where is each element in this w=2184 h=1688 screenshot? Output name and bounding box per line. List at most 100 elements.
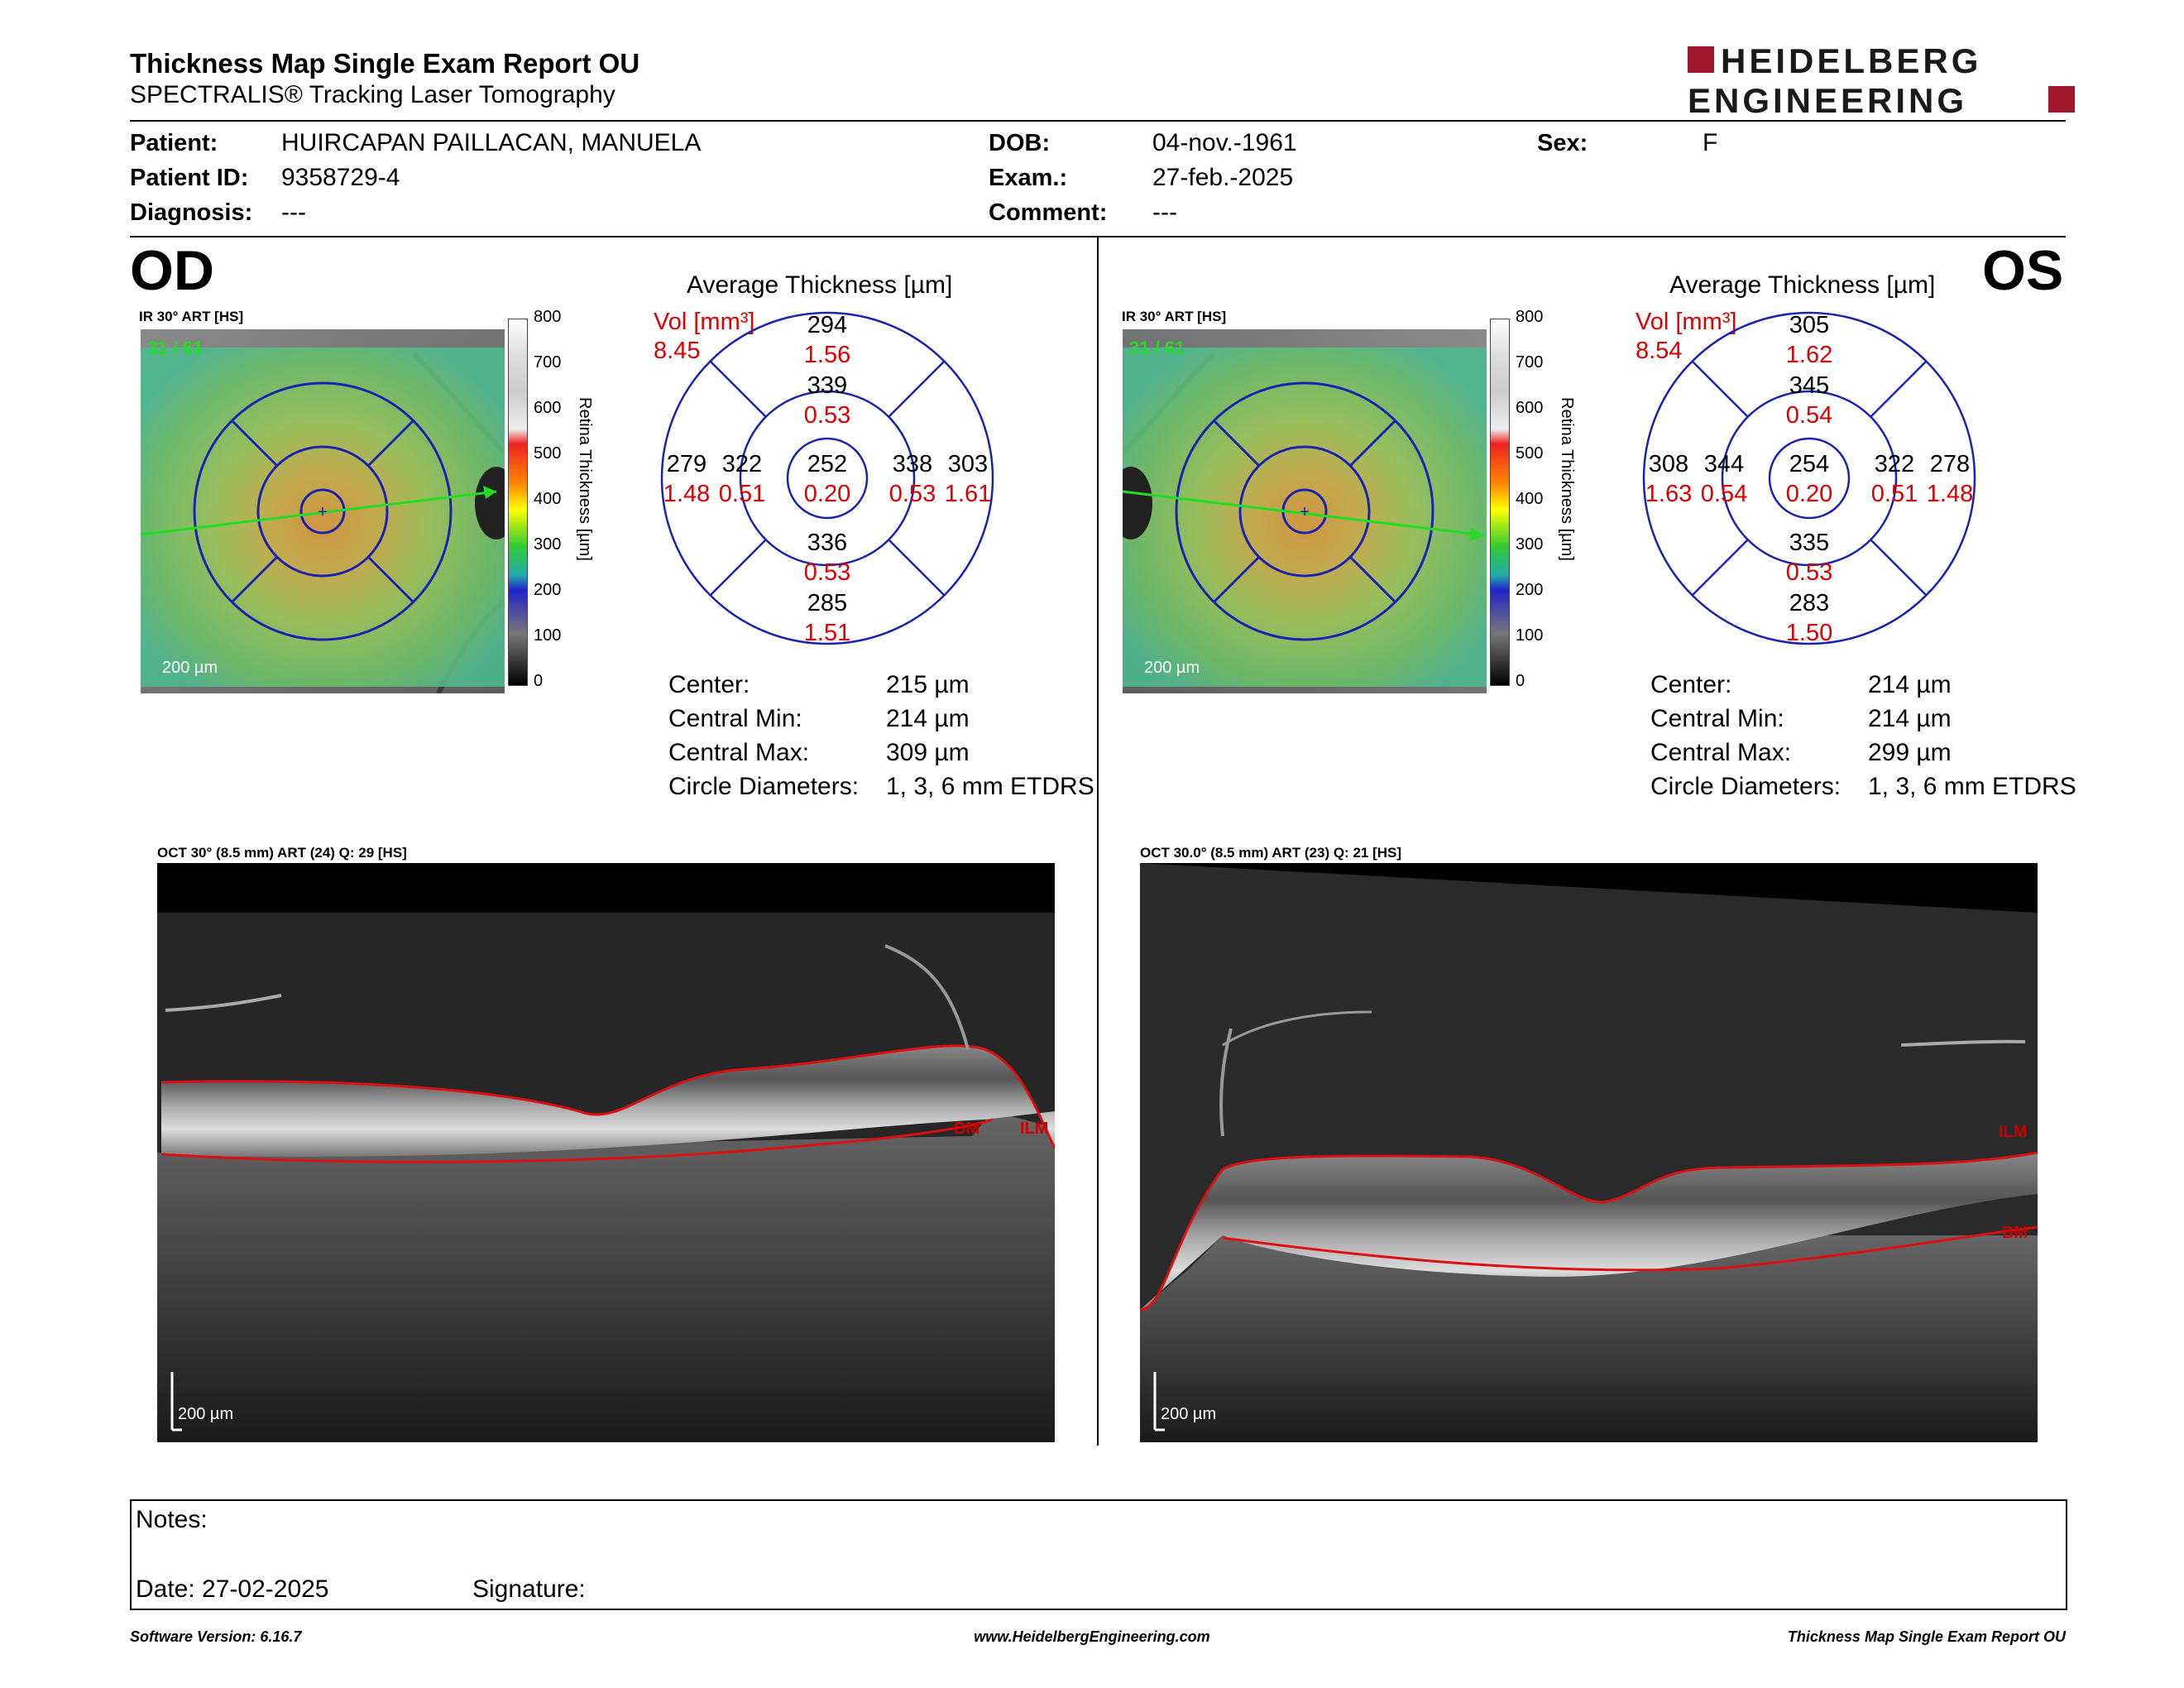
od-inner-sup-volume: 0.53 xyxy=(803,402,851,429)
od-inner-left-volume: 0.51 xyxy=(718,481,766,507)
od-min-value: 214 µm xyxy=(886,705,970,732)
os-min-value: 214 µm xyxy=(1868,705,1952,732)
os-center-volume: 0.20 xyxy=(1785,481,1833,507)
od-outer-left-thickness: 279 xyxy=(666,451,707,477)
os-inner-sup-volume: 0.54 xyxy=(1785,402,1833,429)
notes-label: Notes: xyxy=(136,1506,208,1533)
od-center-value: 215 µm xyxy=(886,671,970,698)
os-inner-inf-volume: 0.53 xyxy=(1785,559,1833,586)
svg-text:+: + xyxy=(1300,503,1310,521)
os-outer-right-thickness: 278 xyxy=(1929,451,1971,477)
svg-text:+: + xyxy=(318,503,328,521)
od-tick: 200 xyxy=(534,581,562,599)
os-outer-left-volume: 1.63 xyxy=(1645,481,1693,507)
os-inner-inf-thickness: 335 xyxy=(1789,530,1830,556)
signature-label: Signature: xyxy=(472,1575,586,1603)
os-min-label: Central Min: xyxy=(1650,705,1784,732)
os-oct-image: ILM BM 200 µm xyxy=(1140,863,2038,1442)
os-inner-right-volume: 0.51 xyxy=(1870,481,1918,507)
os-outer-sup-thickness: 305 xyxy=(1789,312,1830,338)
od-oct-image: BM ILM 200 µm xyxy=(157,863,1055,1442)
exam-label: Exam.: xyxy=(989,165,1068,191)
od-tick: 500 xyxy=(534,444,562,463)
date-label: Date: 27-02-2025 xyxy=(136,1575,329,1603)
od-outer-inf-thickness: 285 xyxy=(807,590,848,616)
od-inner-left-thickness: 322 xyxy=(721,451,763,477)
os-outer-left-thickness: 308 xyxy=(1648,451,1689,477)
os-inner-left-volume: 0.54 xyxy=(1700,481,1748,507)
od-outer-left-volume: 1.48 xyxy=(663,481,711,507)
os-ir-image: + 31 / 61 200 µm xyxy=(1123,329,1487,693)
od-min-label: Central Min: xyxy=(668,705,802,732)
dob-label: DOB: xyxy=(989,130,1051,156)
od-bm-label: BM xyxy=(954,1120,980,1138)
od-ir-label: IR 30° ART [HS] xyxy=(139,309,244,324)
exam-value: 27-feb.-2025 xyxy=(1152,164,1294,191)
od-ilm-label: ILM xyxy=(1020,1120,1049,1138)
os-diam-value: 1, 3, 6 mm ETDRS xyxy=(1868,773,2076,800)
od-tick: 600 xyxy=(534,399,562,417)
od-grid-values: 294 1.56 339 0.53 252 0.20 336 0.53 285 … xyxy=(658,309,997,648)
od-ir-image: + 31 / 61 200 µm xyxy=(141,329,505,693)
od-max-value: 309 µm xyxy=(886,739,970,766)
od-center-thickness: 252 xyxy=(807,451,848,477)
os-ir-scale: 200 µm xyxy=(1144,659,1200,677)
od-tick: 300 xyxy=(534,535,562,554)
diagnosis-value: --- xyxy=(281,199,306,226)
od-diam-value: 1, 3, 6 mm ETDRS xyxy=(886,773,1094,800)
os-avg-title: Average Thickness [µm] xyxy=(1669,271,1936,299)
od-oct-scale: 200 µm xyxy=(178,1405,234,1423)
heidelberg-logo: HEIDELBERG ENGINEERING xyxy=(1688,43,2075,117)
os-grid-values: 305 1.62 345 0.54 254 0.20 335 0.53 283 … xyxy=(1640,309,1979,648)
os-ir-label: IR 30° ART [HS] xyxy=(1122,309,1227,324)
os-colorbar xyxy=(1490,319,1510,686)
os-vol-label: Vol [mm³] xyxy=(1636,309,1737,335)
dob-value: 04-nov.-1961 xyxy=(1152,129,1297,156)
svg-text:HEIDELBERG: HEIDELBERG xyxy=(1721,43,1981,80)
od-outer-right-volume: 1.61 xyxy=(944,481,992,507)
od-diam-label: Circle Diameters: xyxy=(668,773,860,800)
comment-value: --- xyxy=(1152,199,1177,226)
os-eye-label: OS xyxy=(1982,239,2064,302)
od-colorbar xyxy=(508,319,528,686)
od-colorbar-title: Retina Thickness [µm] xyxy=(576,397,594,561)
od-ir-header: IR 30° ART [HS] xyxy=(139,309,243,325)
os-ir-header: IR 30° ART [HS] xyxy=(1122,309,1226,325)
os-tick: 700 xyxy=(1516,353,1544,372)
od-vol-label: Vol [mm³] xyxy=(654,309,755,335)
od-center-label: Center: xyxy=(668,671,750,698)
report-title: Thickness Map Single Exam Report OU xyxy=(130,48,640,79)
od-tick: 0 xyxy=(534,672,544,690)
od-avg-title: Average Thickness [µm] xyxy=(687,271,953,299)
diagnosis-label: Diagnosis: xyxy=(130,199,253,226)
os-oct-scale: 200 µm xyxy=(1161,1405,1217,1423)
od-outer-sup-thickness: 294 xyxy=(807,312,848,338)
os-etdrs-grid xyxy=(1642,311,1976,645)
patient-id: 9358729-4 xyxy=(281,164,400,191)
od-outer-inf-volume: 1.51 xyxy=(803,620,851,646)
eye-divider xyxy=(1097,237,1099,1446)
od-inner-sup-thickness: 339 xyxy=(807,372,848,399)
patient-id-label: Patient ID: xyxy=(130,165,249,191)
os-diam-label: Circle Diameters: xyxy=(1650,773,1842,800)
os-ilm-label: ILM xyxy=(1999,1123,2028,1141)
od-vol-value: 8.45 xyxy=(654,338,701,364)
os-bm-label: BM xyxy=(2002,1224,2028,1242)
os-tick: 500 xyxy=(1516,444,1544,463)
os-vol-value: 8.54 xyxy=(1636,338,1683,364)
os-center-value: 214 µm xyxy=(1868,671,1952,698)
footer-website[interactable]: www.HeidelbergEngineering.com xyxy=(974,1628,1210,1645)
footer-report-name: Thickness Map Single Exam Report OU xyxy=(1787,1628,2066,1645)
svg-text:ENGINEERING: ENGINEERING xyxy=(1688,81,1967,117)
od-inner-inf-thickness: 336 xyxy=(807,530,848,556)
os-outer-sup-volume: 1.62 xyxy=(1785,342,1833,368)
os-tick: 0 xyxy=(1516,672,1525,690)
comment-label: Comment: xyxy=(989,199,1108,226)
os-ir-counter: 31 / 61 xyxy=(1129,338,1185,358)
os-max-label: Central Max: xyxy=(1650,739,1792,766)
notes-box[interactable]: Notes: Date: 27-02-2025 Signature: xyxy=(130,1499,2067,1610)
od-tick: 700 xyxy=(534,353,562,372)
os-colorbar-title: Retina Thickness [µm] xyxy=(1558,397,1576,561)
os-tick: 200 xyxy=(1516,581,1544,599)
footer-software-version: Software Version: 6.16.7 xyxy=(130,1628,302,1645)
